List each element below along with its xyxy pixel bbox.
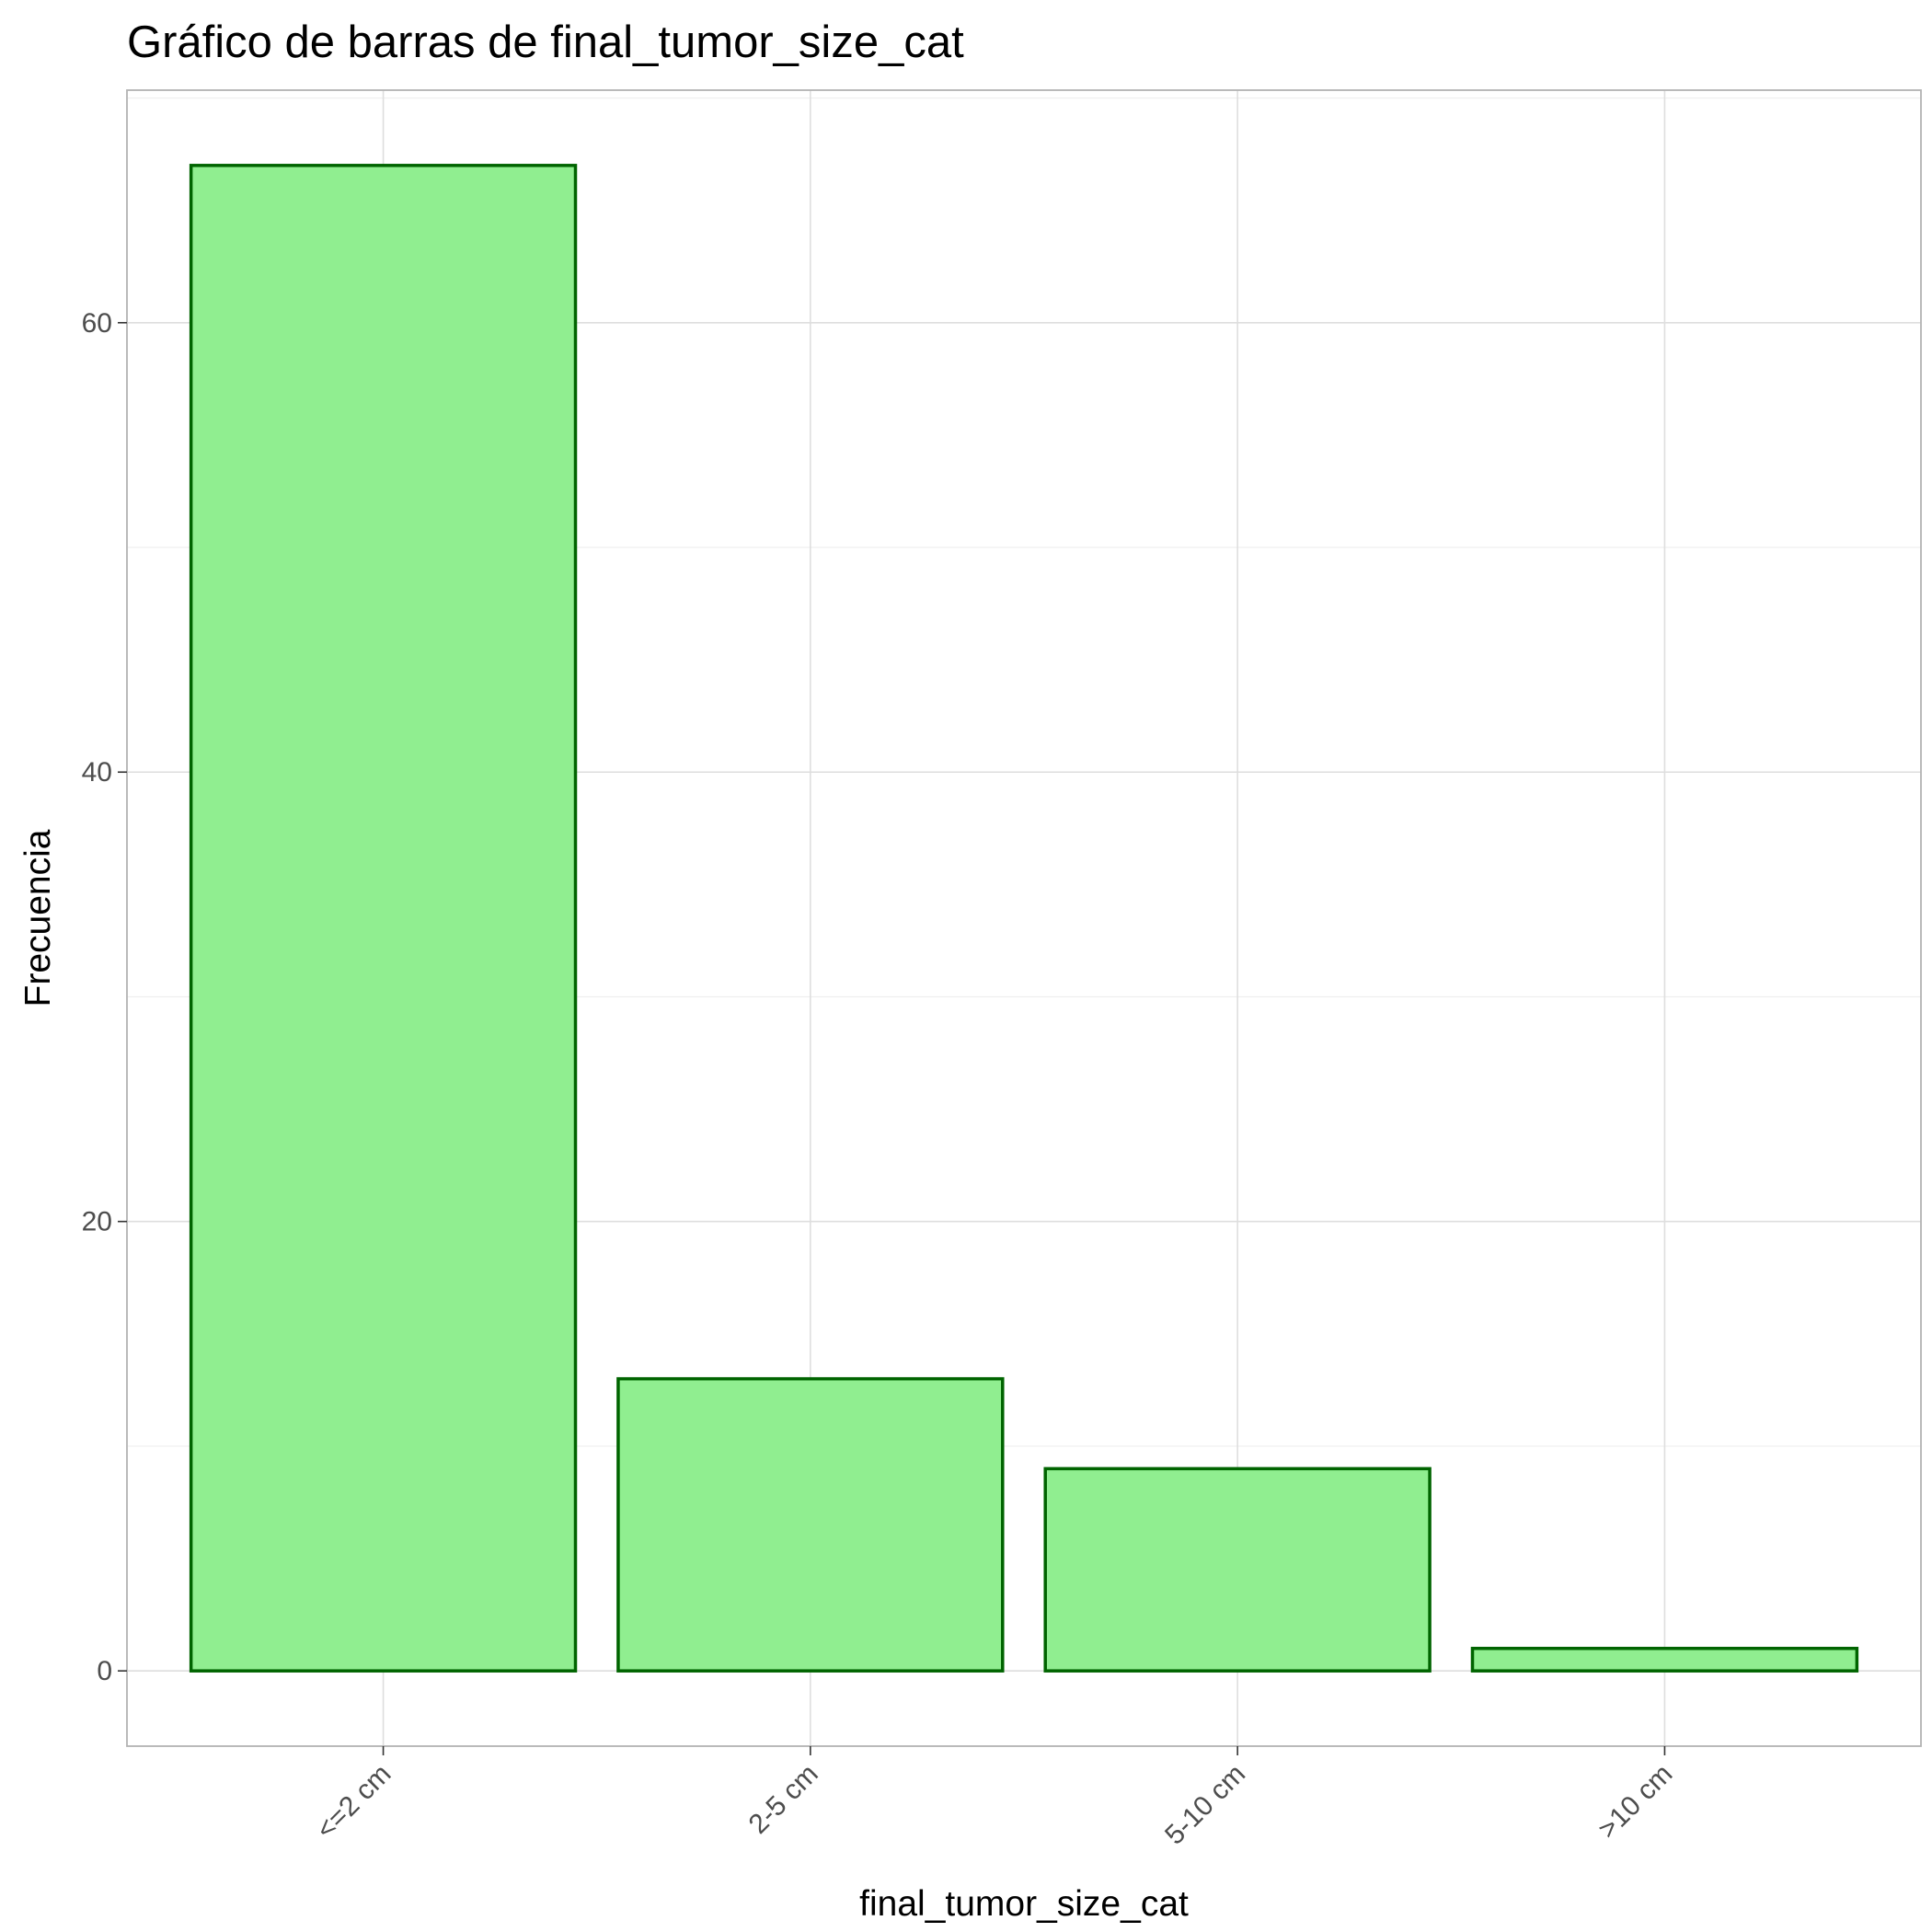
y-tick-label: 20 <box>82 1207 112 1237</box>
bars <box>189 164 1859 1673</box>
y-tick-label: 60 <box>82 308 112 339</box>
y-tick-label: 40 <box>82 757 112 788</box>
x-tick-label: 2-5 cm <box>743 1759 824 1840</box>
y-tick-label: 0 <box>97 1656 112 1686</box>
panel-border <box>126 89 1922 1747</box>
y-axis: 0 20 40 60 <box>82 308 127 1686</box>
y-axis-title: Frecuencia <box>18 829 58 1006</box>
bar-4 <box>1470 1647 1859 1673</box>
x-tick-label: <=2 cm <box>310 1759 397 1846</box>
x-axis-title: final_tumor_size_cat <box>859 1884 1189 1924</box>
bar-3 <box>1043 1466 1432 1673</box>
x-tick-label: 5-10 cm <box>1159 1759 1251 1851</box>
bar-1 <box>189 164 578 1673</box>
x-axis: <=2 cm 2-5 cm 5-10 cm >10 cm <box>310 1746 1678 1851</box>
x-tick-label: >10 cm <box>1593 1759 1678 1845</box>
bar-2 <box>616 1376 1005 1673</box>
chart-title: Gráfico de barras de final_tumor_size_ca… <box>127 17 964 67</box>
